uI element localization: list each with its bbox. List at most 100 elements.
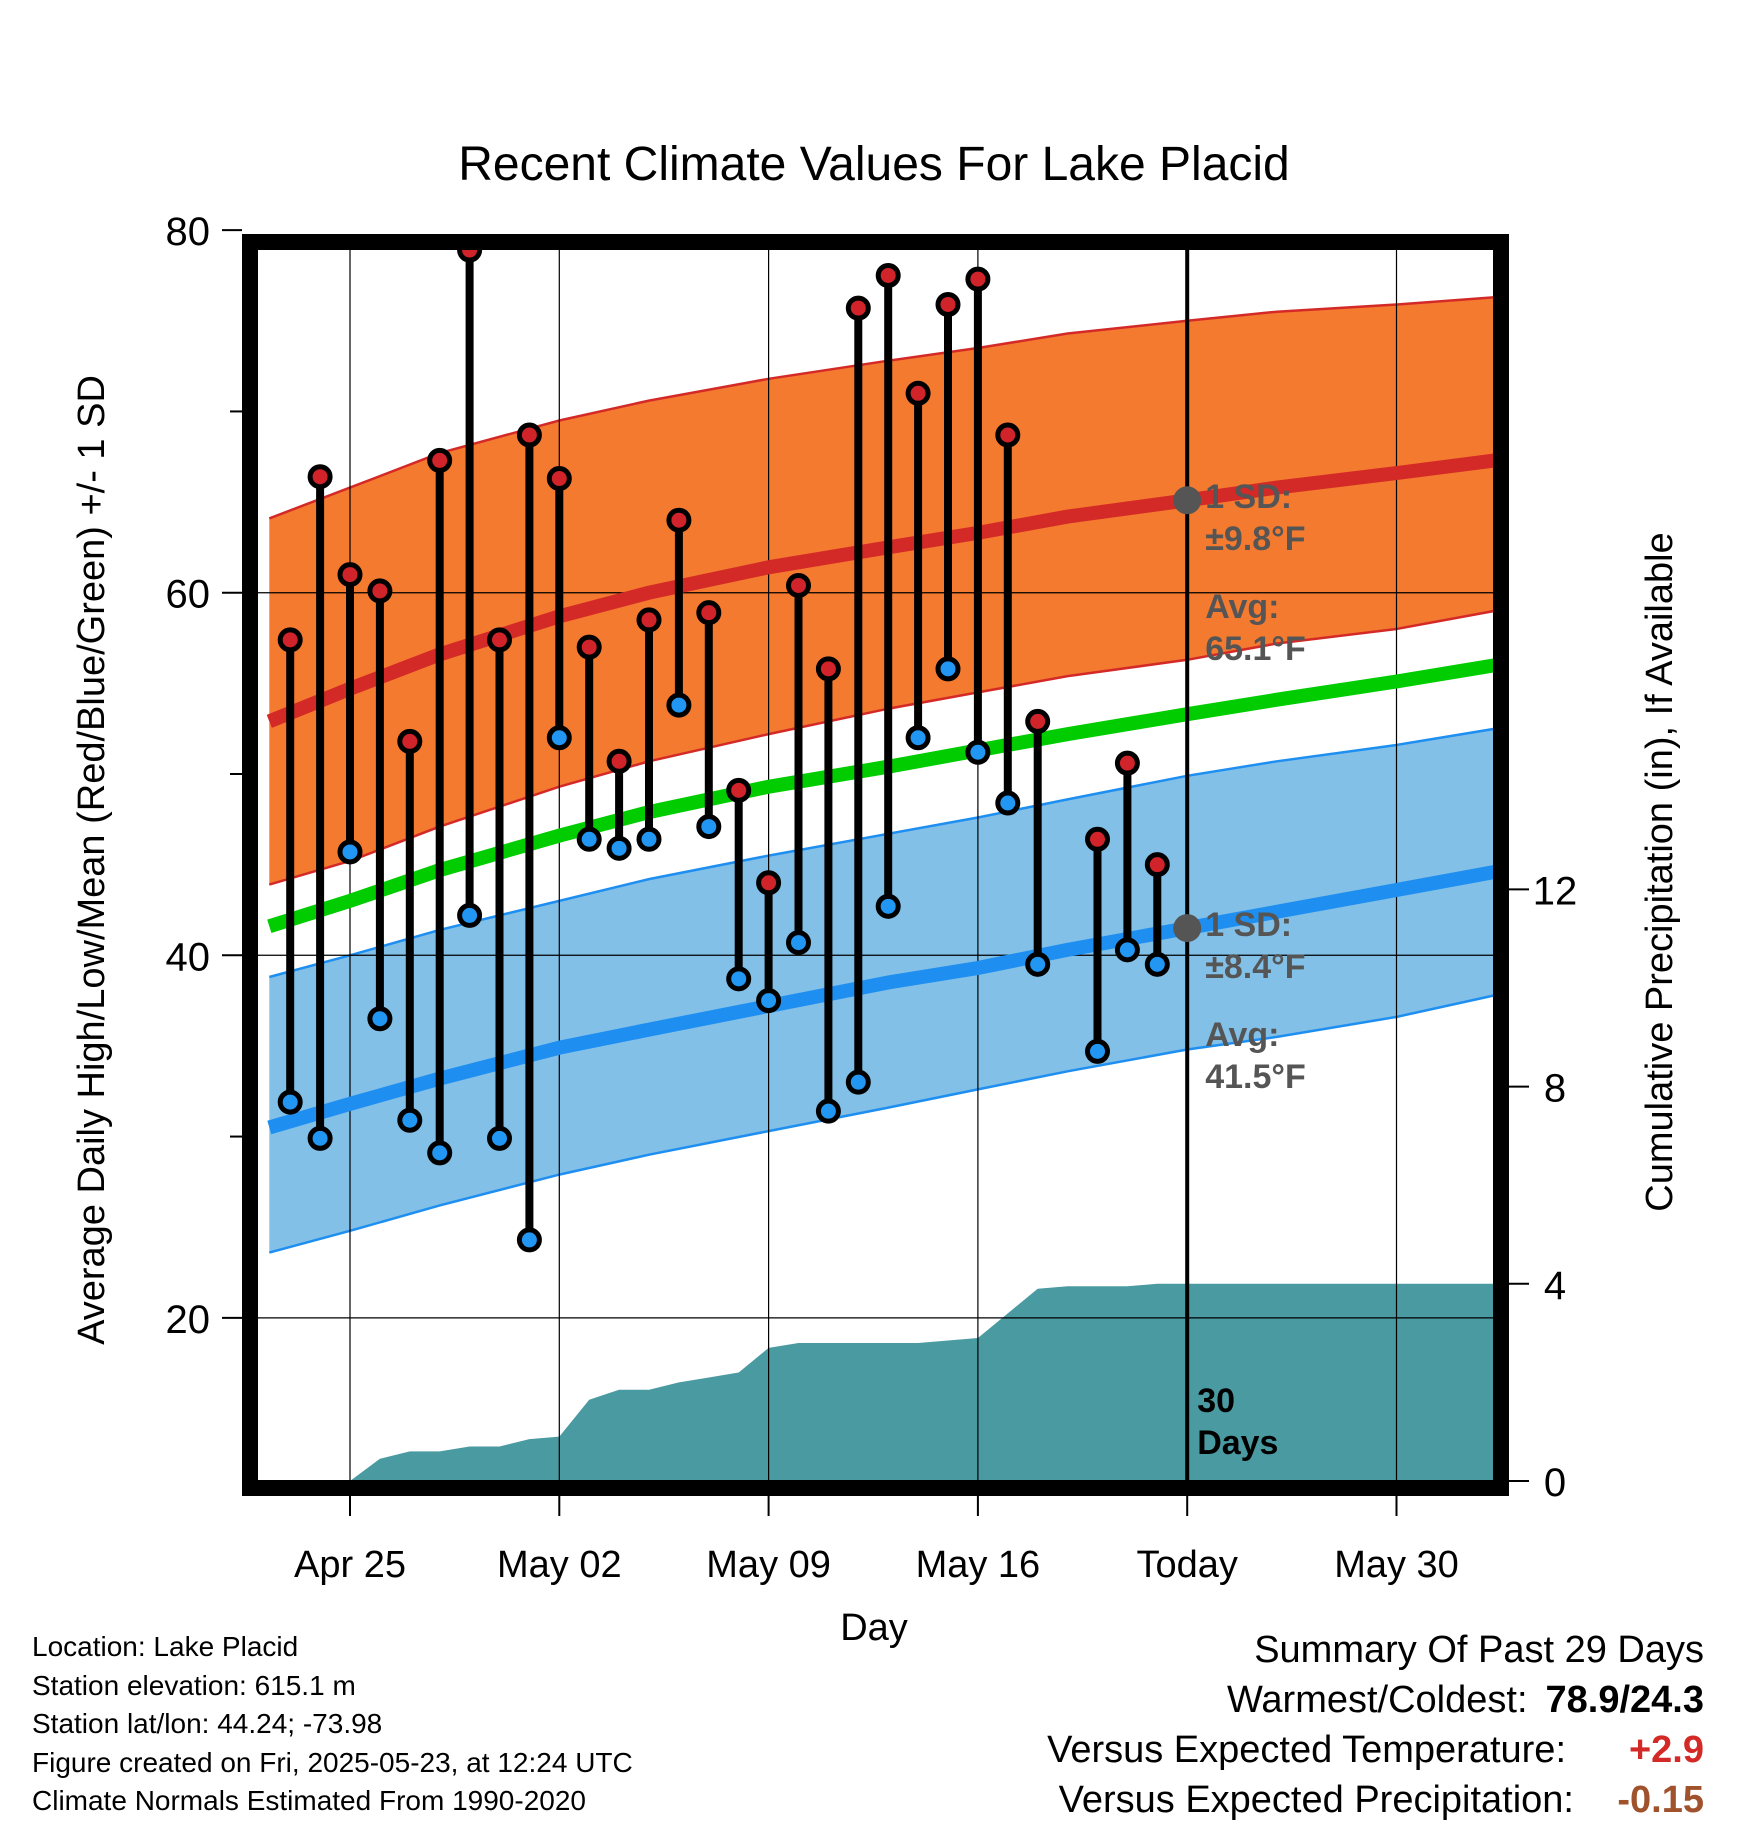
daily-low-point xyxy=(935,656,961,682)
daily-high-point xyxy=(815,656,841,682)
warm-cold-label: Warmest/Coldest: xyxy=(1226,1679,1528,1721)
daily-low-point xyxy=(516,1227,542,1253)
temp-anomaly-value: +2.9 xyxy=(1628,1729,1704,1771)
daily-high-point xyxy=(965,266,991,292)
daily-low-point xyxy=(576,826,602,852)
daily-low-point xyxy=(427,1140,453,1166)
daily-high-point xyxy=(576,634,602,660)
plot-area: 1 SD: ±9.8°F Avg: 65.1°F 1 SD: ±8.4°F Avg: 41.5… xyxy=(166,210,1578,1586)
low-avg-value: 41.5°F xyxy=(1205,1058,1306,1096)
x-tick-label: Today xyxy=(1136,1544,1237,1586)
x-tick-label: May 02 xyxy=(497,1544,622,1586)
daily-high-point xyxy=(397,728,423,754)
daily-high-point xyxy=(606,748,632,774)
warm-cold-value: 78.9/24.3 xyxy=(1545,1679,1704,1721)
daily-low-point xyxy=(815,1098,841,1124)
daily-high-point xyxy=(337,562,363,588)
daily-low-point xyxy=(277,1089,303,1115)
daily-low-point xyxy=(487,1125,512,1151)
warm-cold-row: Warmest/Coldest: 78.9/24.3 xyxy=(1047,1675,1704,1725)
y2-tick-label: 12 xyxy=(1533,869,1578,913)
daily-high-point xyxy=(367,578,393,604)
y-axis-label: Average Daily High/Low/Mean (Red/Blue/Gr… xyxy=(71,375,113,1345)
summary-title: Summary Of Past 29 Days xyxy=(1254,1629,1704,1671)
x-tick-label: May 16 xyxy=(916,1544,1041,1586)
chart-title: Recent Climate Values For Lake Placid xyxy=(458,138,1290,191)
y-tick-label: 60 xyxy=(166,573,211,617)
y2-tick-label: 4 xyxy=(1544,1264,1566,1308)
low-sd-lower-line xyxy=(268,994,1493,1254)
plot-content: 1 SD: ±9.8°F Avg: 65.1°F 1 SD: ±8.4°F Avg: 41.5… xyxy=(258,250,1493,1480)
daily-high-point xyxy=(1114,750,1140,776)
x-tick-label: May 30 xyxy=(1334,1544,1459,1586)
daily-low-point xyxy=(756,988,782,1014)
y-tick-label: 20 xyxy=(166,1298,211,1342)
daily-high-point xyxy=(756,870,782,896)
daily-low-point xyxy=(307,1125,333,1151)
y2-tick-label: 8 xyxy=(1544,1067,1566,1111)
y2-tick-label: 0 xyxy=(1544,1461,1566,1505)
daily-high-point xyxy=(516,422,542,448)
high-avg-value: 65.1°F xyxy=(1205,630,1306,668)
plot-frame xyxy=(242,234,1509,1496)
daily-low-point xyxy=(666,692,692,718)
temp-anomaly-label: Versus Expected Temperature: xyxy=(1047,1729,1566,1771)
daily-high-point xyxy=(696,600,722,626)
daily-low-point xyxy=(397,1107,423,1133)
x-tick-label: Apr 25 xyxy=(294,1544,406,1586)
daily-high-point xyxy=(1025,708,1051,734)
precip-anomaly-row: Versus Expected Precipitation: -0.15 xyxy=(1047,1775,1704,1825)
high-sd-value: ±9.8°F xyxy=(1205,520,1305,558)
daily-low-point xyxy=(636,826,662,852)
latlon-text: Station lat/lon: 44.24; -73.98 xyxy=(32,1708,383,1739)
daily-high-point xyxy=(457,250,483,263)
daily-high-point xyxy=(726,777,752,803)
summary-panel: Summary Of Past 29 Days Warmest/Coldest:… xyxy=(1047,1625,1704,1825)
daily-high-point xyxy=(995,422,1021,448)
low-sd-value: ±8.4°F xyxy=(1205,948,1305,986)
temp-anomaly-row: Versus Expected Temperature: +2.9 xyxy=(1047,1725,1704,1775)
daily-high-point xyxy=(1144,852,1170,878)
high-sd-label: 1 SD: xyxy=(1205,478,1292,516)
daily-low-point xyxy=(845,1069,871,1095)
today-low-avg-marker xyxy=(1173,914,1202,943)
daily-high-point xyxy=(427,447,453,473)
elevation-text: Station elevation: 615.1 m xyxy=(32,1669,356,1701)
precip-anomaly-label: Versus Expected Precipitation: xyxy=(1058,1779,1574,1821)
daily-low-point xyxy=(786,930,811,956)
cumulative-precip-area xyxy=(351,1283,1493,1480)
daily-high-point xyxy=(1085,826,1110,852)
daily-high-point xyxy=(307,464,333,490)
today-high-avg-marker xyxy=(1173,486,1202,515)
daily-low-point xyxy=(606,835,632,861)
x-tick-label: May 09 xyxy=(706,1544,831,1586)
daily-low-point xyxy=(1114,937,1140,963)
precip-anomaly-value: -0.15 xyxy=(1617,1779,1704,1821)
daily-low-point xyxy=(367,1006,393,1032)
x-axis-label: Day xyxy=(840,1607,908,1649)
created-text: Figure created on Fri, 2025-05-23, at 12… xyxy=(32,1746,633,1778)
y-tick-label: 40 xyxy=(166,935,211,979)
daily-low-point xyxy=(875,893,901,919)
today-days-label-2: Days xyxy=(1197,1424,1278,1462)
daily-high-point xyxy=(277,627,303,653)
daily-low-point xyxy=(546,725,572,751)
daily-low-point xyxy=(965,739,991,765)
daily-high-point xyxy=(875,262,901,288)
location-text: Location: Lake Placid xyxy=(32,1631,299,1662)
y2-axis-label: Cumulative Precipitation (in), If Availa… xyxy=(1639,532,1681,1211)
daily-low-point xyxy=(1144,951,1170,977)
station-info: Location: Lake Placid Station elevation:… xyxy=(32,1628,633,1821)
daily-high-point xyxy=(786,572,811,598)
daily-low-point xyxy=(696,814,722,840)
daily-low-point xyxy=(726,966,752,992)
y-tick-label: 80 xyxy=(166,210,211,254)
daily-low-point xyxy=(905,725,931,751)
daily-high-point xyxy=(905,380,931,406)
high-avg-label: Avg: xyxy=(1205,588,1279,626)
daily-high-point xyxy=(845,295,871,321)
low-avg-label: Avg: xyxy=(1205,1016,1279,1054)
daily-high-point xyxy=(487,627,512,653)
normals-text: Climate Normals Estimated From 1990-2020 xyxy=(32,1785,586,1816)
